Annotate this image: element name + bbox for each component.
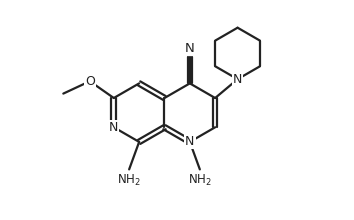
- Text: NH$_2$: NH$_2$: [188, 172, 212, 188]
- Text: N: N: [233, 73, 242, 86]
- Text: NH$_2$: NH$_2$: [117, 172, 141, 188]
- Text: N: N: [185, 135, 194, 149]
- Text: O: O: [85, 75, 95, 88]
- Text: N: N: [185, 42, 195, 55]
- Text: N: N: [109, 121, 119, 134]
